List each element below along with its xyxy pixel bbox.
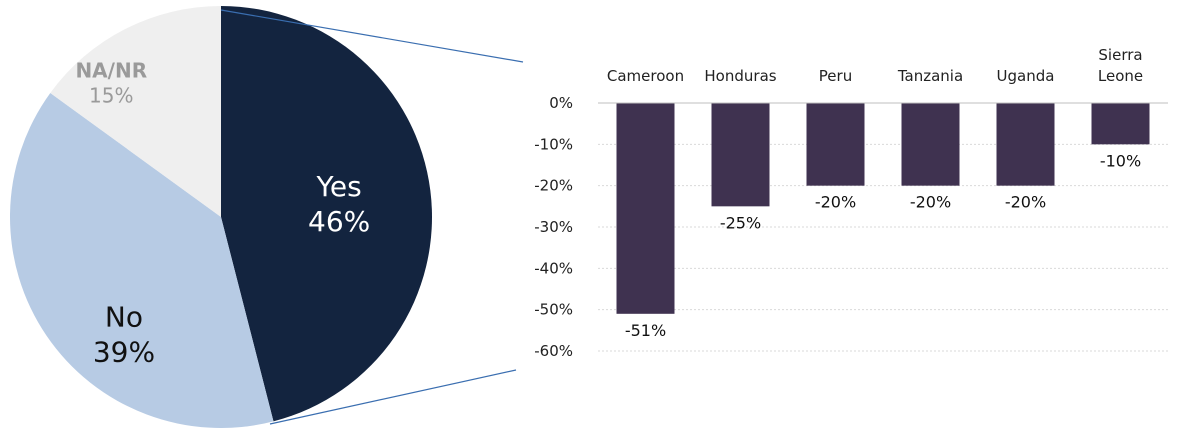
bar-chart: 0% -10% -20% -30% -40% -50% -60% -51% Cameroon -2… <box>534 46 1168 360</box>
pie-label-yes: Yes <box>316 170 362 203</box>
pie-value-yes: 46% <box>308 205 370 238</box>
y-tick-label: -30% <box>534 218 573 236</box>
y-tick-label: -40% <box>534 259 573 277</box>
pie-value-no: 39% <box>93 336 155 369</box>
bar-honduras <box>711 103 770 207</box>
category-label-cameroon: Cameroon <box>607 67 684 85</box>
pie-slice-no <box>10 92 274 428</box>
bar-uganda <box>996 103 1055 186</box>
y-tick-label: -60% <box>534 342 573 360</box>
callout-line-top <box>220 9 524 63</box>
bar-value-label: -10% <box>1100 151 1141 170</box>
pie-label-no: No <box>105 301 143 334</box>
pie-value-na-nr: 15% <box>89 84 133 108</box>
pie-label-na-nr: NA/NR <box>75 59 147 83</box>
bar-value-label: -20% <box>1005 193 1046 212</box>
callout-lines <box>220 9 524 425</box>
y-tick-label: -20% <box>534 177 573 195</box>
bar-peru <box>806 103 865 186</box>
bar-value-label: -20% <box>815 193 856 212</box>
pie-slice-na-nr <box>50 6 222 217</box>
callout-line-bottom <box>269 369 517 425</box>
category-label-honduras: Honduras <box>704 67 776 85</box>
y-tick-label: -50% <box>534 301 573 319</box>
bar-sierra-leone <box>1091 103 1150 145</box>
category-label-sierra-leone: Leone <box>1098 67 1143 85</box>
category-label-uganda: Uganda <box>997 67 1055 85</box>
bar-tanzania <box>901 103 960 186</box>
y-tick-label: -10% <box>534 135 573 153</box>
category-label-sierra-leone: Sierra <box>1098 46 1142 64</box>
y-tick-label: 0% <box>549 94 573 112</box>
category-label-tanzania: Tanzania <box>897 67 963 85</box>
bar-cameroon <box>616 103 675 314</box>
bar-value-label: -20% <box>910 193 951 212</box>
bar-value-label: -51% <box>625 321 666 340</box>
bar-value-label: -25% <box>720 213 761 232</box>
category-label-peru: Peru <box>819 67 852 85</box>
pie-slice-yes <box>221 6 433 422</box>
